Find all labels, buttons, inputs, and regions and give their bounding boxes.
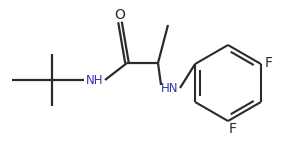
Text: F: F <box>229 122 237 136</box>
Text: HN: HN <box>161 82 179 95</box>
Text: O: O <box>115 8 126 22</box>
Text: F: F <box>265 56 273 70</box>
Text: NH: NH <box>86 75 104 88</box>
